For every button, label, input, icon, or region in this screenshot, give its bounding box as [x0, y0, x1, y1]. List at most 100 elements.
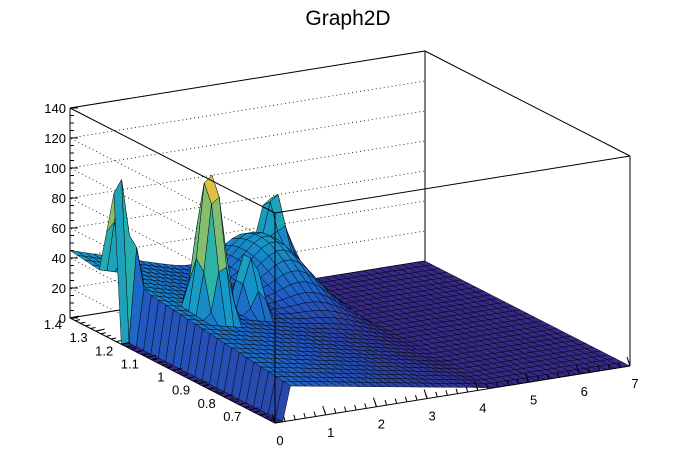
x-axis-tick-label: 5 — [530, 392, 537, 407]
y-axis-minor-tick — [203, 384, 209, 387]
y-axis-minor-tick — [85, 324, 91, 327]
x-axis-minor-tick — [404, 396, 408, 402]
right-top-edge — [424, 50, 631, 157]
y-axis-tick-label: 1.2 — [95, 343, 113, 358]
y-axis-minor-tick — [146, 355, 152, 358]
y-axis-minor-tick — [141, 353, 147, 356]
x-axis-minor-tick — [455, 388, 459, 394]
x-axis-minor-tick — [496, 382, 499, 388]
y-axis-minor-tick — [223, 395, 229, 398]
z-axis-tick-label: 120 — [44, 131, 66, 146]
z-axis-tick-label: 140 — [44, 101, 66, 116]
x-axis-minor-tick — [273, 417, 276, 424]
x-axis-minor-tick — [506, 380, 509, 386]
y-axis-tick-label: 1.3 — [70, 330, 88, 345]
z-axis-tick-label: 40 — [52, 251, 66, 266]
x-axis-minor-tick — [516, 378, 519, 385]
y-axis-minor-tick — [90, 327, 96, 329]
y-axis-minor-tick — [167, 366, 173, 369]
y-axis-minor-tick — [131, 348, 137, 350]
x-axis-tick-label: 4 — [479, 400, 486, 415]
x-axis-minor-tick — [465, 386, 469, 393]
x-axis-tick-label: 0 — [276, 433, 283, 448]
y-axis-minor-tick — [100, 332, 106, 335]
y-axis-minor-tick — [187, 376, 193, 379]
y-axis-minor-tick — [198, 382, 204, 385]
y-axis-tick-label: 1.1 — [121, 356, 139, 371]
x-axis-minor-tick — [415, 395, 418, 401]
y-axis-minor-tick — [69, 316, 76, 319]
x-axis-tick-label: 1 — [327, 425, 334, 440]
x-axis-tick-label: 7 — [631, 376, 638, 391]
x-axis-minor-tick — [536, 375, 540, 381]
x-axis-tick-label: 3 — [429, 409, 436, 424]
y-axis-minor-tick — [233, 400, 240, 403]
y-axis-minor-tick — [95, 329, 101, 332]
y-axis-minor-tick — [254, 411, 260, 413]
front-frame — [69, 50, 631, 424]
x-axis-minor-tick — [587, 367, 590, 373]
x-axis-minor-tick — [607, 364, 611, 370]
z-gridline — [68, 50, 426, 214]
x-axis-minor-tick — [546, 373, 550, 380]
x-axis-tick-label: 2 — [378, 417, 385, 432]
x-axis-minor-tick — [597, 365, 601, 372]
x-axis-minor-tick — [313, 411, 317, 417]
surface-mesh — [69, 174, 631, 424]
y-axis-tick-label: 0.7 — [223, 409, 241, 424]
y-axis-minor-tick — [239, 403, 245, 406]
y-axis-minor-tick — [151, 358, 158, 361]
y-axis-minor-tick — [177, 371, 183, 374]
z-axis-tick-label: 20 — [52, 281, 66, 296]
axes: 0204060801001201400.70.80.911.11.21.31.4… — [44, 101, 639, 448]
x-axis-minor-tick — [394, 398, 398, 404]
x-axis-minor-tick — [567, 370, 570, 376]
x-axis-minor-tick — [384, 399, 388, 406]
y-axis-minor-tick — [182, 374, 188, 377]
y-axis-minor-tick — [162, 363, 168, 366]
x-axis-minor-tick — [486, 383, 489, 389]
x-axis-minor-tick — [557, 372, 560, 378]
y-axis-minor-tick — [218, 392, 224, 395]
y-axis-minor-tick — [244, 405, 250, 408]
y-axis-minor-tick — [274, 421, 281, 424]
x-axis-minor-tick — [354, 404, 357, 411]
x-axis-minor-tick — [303, 412, 306, 419]
y-axis-tick-label: 0.9 — [172, 383, 190, 398]
x-axis-minor-tick — [283, 416, 286, 422]
x-axis-minor-tick — [526, 377, 530, 383]
x-axis-minor-tick — [374, 401, 377, 407]
y-axis-minor-tick — [264, 416, 270, 419]
y-axis-minor-tick — [75, 319, 81, 322]
y-axis-minor-tick — [192, 379, 199, 382]
x-axis-minor-tick — [435, 391, 438, 398]
x-axis-minor-tick — [445, 390, 448, 396]
front-floor-edge — [274, 365, 631, 424]
chart-title: Graph2D — [305, 7, 390, 30]
y-axis-tick-label: 1 — [157, 370, 164, 385]
x-axis-minor-tick — [617, 362, 621, 368]
z-axis-tick-label: 0 — [59, 311, 66, 326]
z-axis-tick-label: 80 — [52, 191, 66, 206]
y-axis-minor-tick — [249, 408, 255, 411]
left-top-edge — [69, 107, 276, 214]
y-axis-minor-tick — [136, 350, 142, 353]
z-axis-tick-label: 100 — [44, 161, 66, 176]
y-axis-minor-tick — [116, 340, 122, 343]
y-axis-minor-tick — [157, 361, 163, 364]
x-axis-minor-tick — [333, 408, 337, 414]
x-axis-minor-tick — [364, 403, 367, 409]
y-axis-minor-tick — [213, 390, 219, 392]
x-axis-tick-label: 6 — [581, 384, 588, 399]
y-axis-minor-tick — [172, 369, 178, 371]
y-axis-tick-label: 1.4 — [44, 317, 62, 332]
y-axis-minor-tick — [105, 334, 111, 337]
x-axis-minor-tick — [577, 368, 580, 375]
front-top-edge — [274, 155, 631, 214]
y-axis-minor-tick — [121, 342, 127, 345]
x-axis-minor-tick — [293, 414, 296, 420]
back-top-edge — [69, 50, 426, 109]
x-axis-minor-tick — [475, 385, 479, 391]
z-axis-tick-label: 60 — [52, 221, 66, 236]
